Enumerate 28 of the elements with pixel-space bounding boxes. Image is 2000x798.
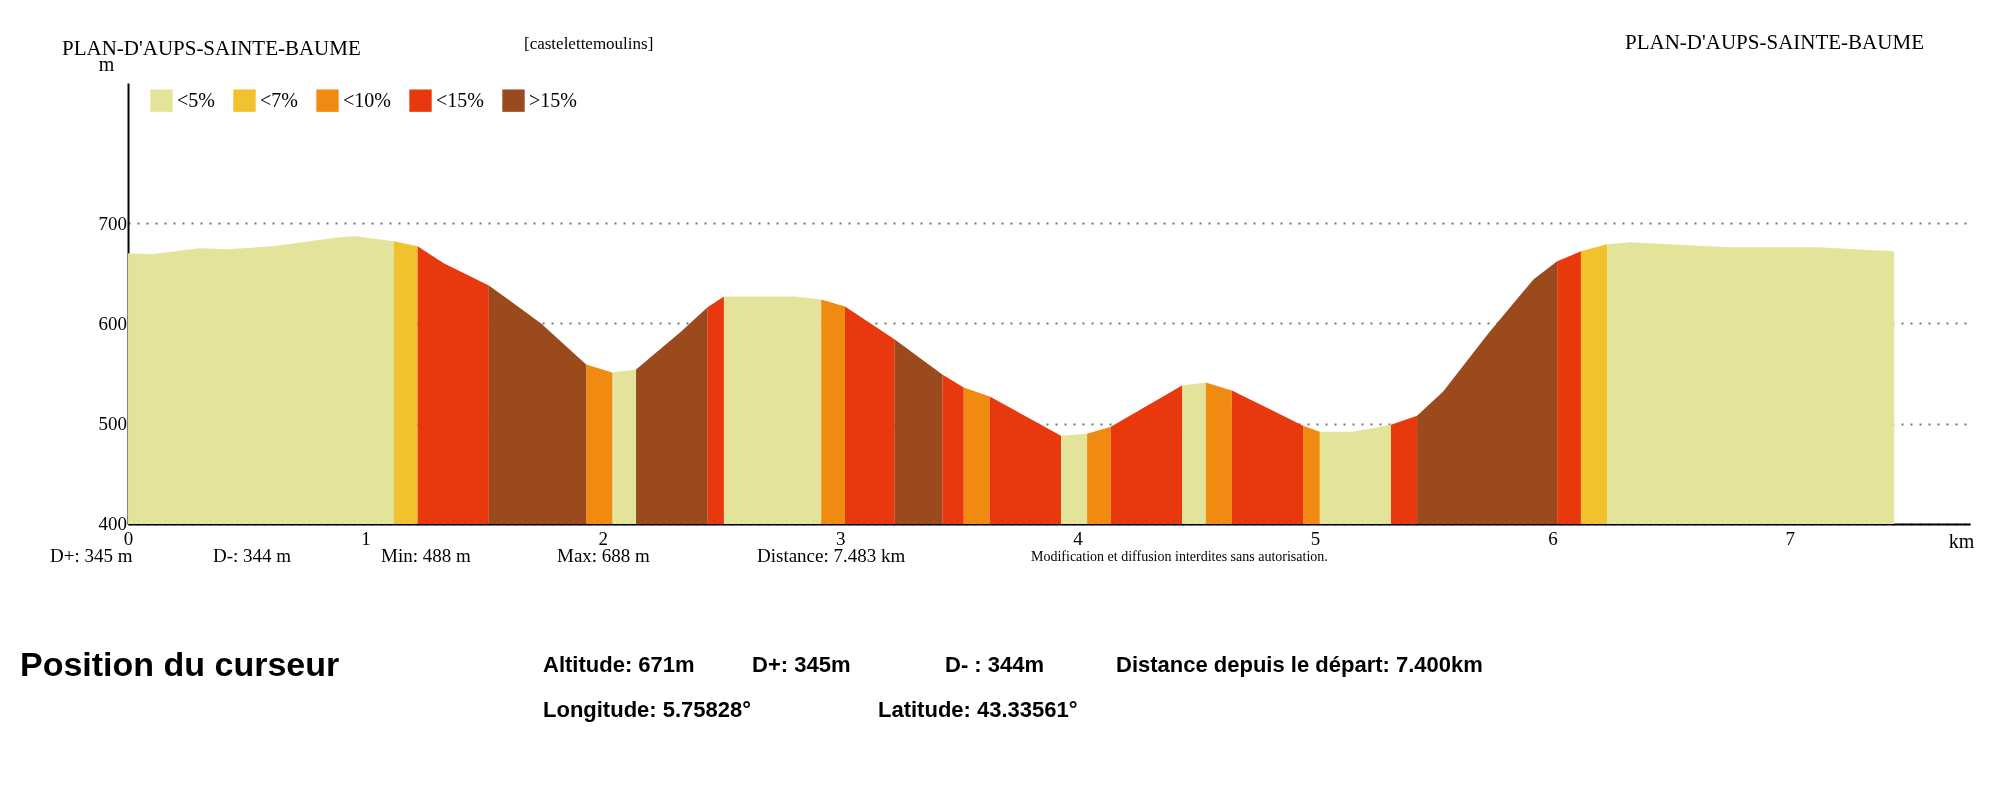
text: [castelettemoulins] bbox=[524, 34, 654, 54]
text: Latitude: 43.33561° bbox=[878, 697, 1078, 723]
legend-label: >15% bbox=[529, 88, 577, 111]
text: D- : 344m bbox=[945, 652, 1045, 678]
legend-label: <7% bbox=[260, 88, 298, 111]
y-tick-label: 600 bbox=[98, 312, 127, 334]
text: D+: 345m bbox=[752, 652, 851, 678]
text: D-: 344 m bbox=[213, 545, 292, 567]
text: Longitude: 5.75828° bbox=[543, 697, 752, 723]
text: PLAN-D'AUPS-SAINTE-BAUME bbox=[1625, 30, 1924, 55]
text: Modification et diffusion interdites sans autorisation. bbox=[1031, 549, 1328, 565]
text: Position du curseur bbox=[20, 645, 340, 684]
text: Min: 488 m bbox=[381, 545, 471, 567]
y-tick-label: 500 bbox=[98, 413, 127, 435]
legend-label: <10% bbox=[343, 88, 391, 111]
legend-label: <5% bbox=[177, 88, 215, 111]
legend-label: <15% bbox=[436, 88, 484, 111]
text: D+: 345 m bbox=[50, 545, 133, 567]
x-tick-label: 1 bbox=[361, 528, 371, 550]
x-tick-label: 6 bbox=[1548, 528, 1558, 550]
text: Altitude: 671m bbox=[543, 652, 695, 678]
y-tick-label: 700 bbox=[98, 212, 127, 234]
text: Distance depuis le départ: 7.400km bbox=[1116, 652, 1483, 678]
chart-title: PLAN-D'AUPS-SAINTE-BAUME bbox=[62, 36, 361, 60]
x-tick-label: 7 bbox=[1785, 528, 1796, 550]
x-axis-title: km bbox=[1948, 530, 1975, 553]
x-tick-label: 4 bbox=[1073, 528, 1084, 550]
x-tick-label: 5 bbox=[1310, 528, 1321, 550]
